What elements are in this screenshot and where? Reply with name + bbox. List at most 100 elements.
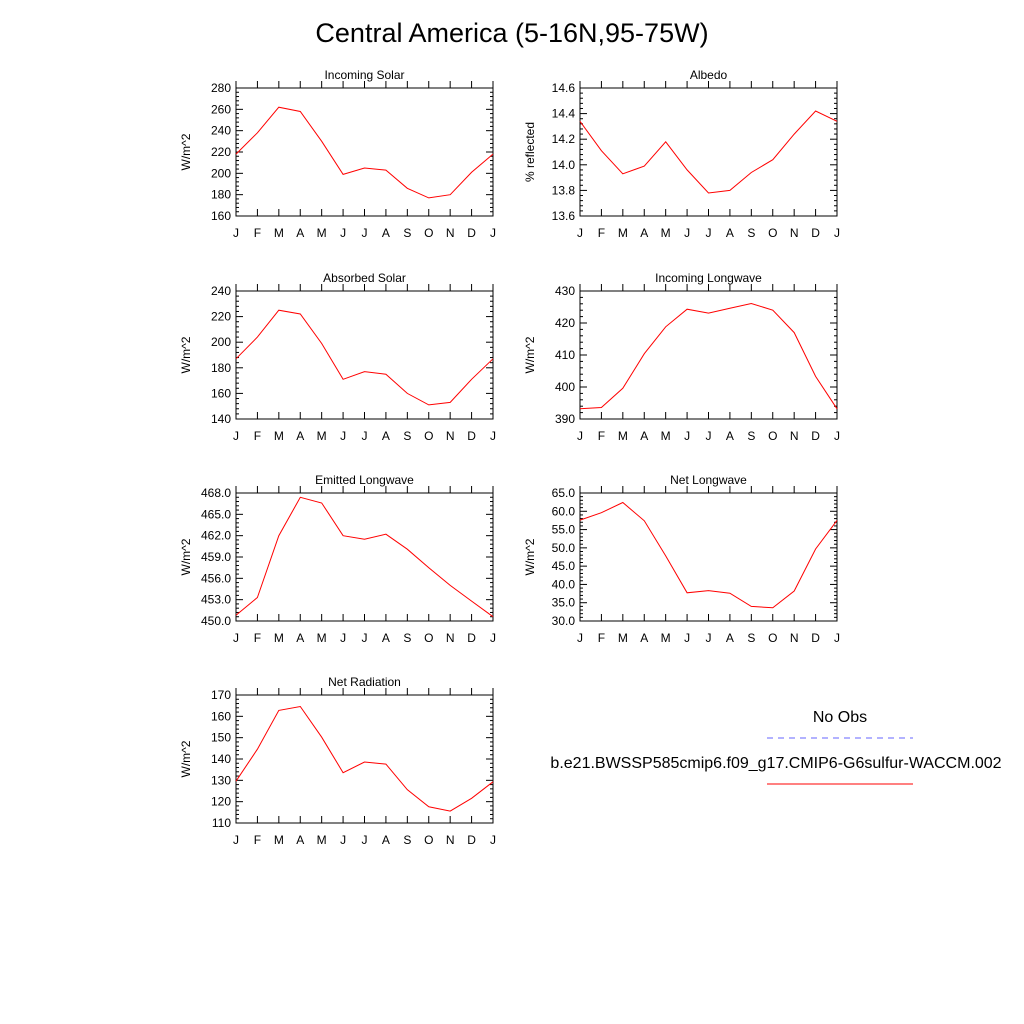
x-tick-label: F: [598, 631, 605, 645]
y-axis-label: W/m^2: [523, 336, 537, 373]
x-tick-label: M: [618, 429, 628, 443]
x-tick-label: F: [598, 429, 605, 443]
y-tick-label: 170: [211, 688, 231, 702]
x-tick-label: F: [254, 631, 261, 645]
y-tick-label: 160: [211, 209, 231, 223]
plot-frame: [579, 87, 838, 217]
x-tick-label: O: [424, 833, 433, 847]
y-tick-label: 35.0: [552, 596, 576, 610]
x-tick-label: N: [446, 429, 455, 443]
y-tick-label: 200: [211, 335, 231, 349]
x-tick-label: F: [254, 226, 261, 240]
x-tick-label: A: [296, 226, 304, 240]
y-tick-label: 430: [555, 284, 575, 298]
x-tick-label: M: [274, 833, 284, 847]
x-tick-label: J: [706, 631, 712, 645]
x-tick-label: O: [768, 429, 777, 443]
y-tick-label: 130: [211, 773, 231, 787]
x-tick-label: J: [490, 833, 496, 847]
x-tick-label: J: [706, 226, 712, 240]
x-tick-label: J: [362, 429, 368, 443]
x-tick-label: J: [490, 429, 496, 443]
x-tick-label: D: [467, 226, 476, 240]
x-tick-label: D: [811, 226, 820, 240]
x-tick-label: M: [618, 631, 628, 645]
y-tick-label: 30.0: [552, 614, 576, 628]
y-tick-label: 260: [211, 102, 231, 116]
x-tick-label: N: [790, 631, 799, 645]
plot-frame: [579, 290, 838, 420]
x-tick-label: S: [747, 226, 755, 240]
y-tick-label: 140: [211, 412, 231, 426]
x-tick-label: O: [424, 226, 433, 240]
y-tick-label: 180: [211, 361, 231, 375]
legend-model-label: b.e21.BWSSP585cmip6.f09_g17.CMIP6-G6sulf…: [550, 755, 1001, 772]
x-tick-label: F: [254, 833, 261, 847]
panel-incoming-solar: Incoming Solar W/m^2 160 180 200 220 240 260 280…: [179, 68, 496, 240]
x-tick-label: J: [577, 226, 583, 240]
series-line: [235, 106, 494, 199]
x-tick-label: N: [446, 226, 455, 240]
x-tick-label: M: [317, 226, 327, 240]
x-tick-label: D: [467, 631, 476, 645]
y-tick-label: 468.0: [201, 486, 231, 500]
y-tick-label: 410: [555, 348, 575, 362]
x-tick-label: A: [640, 429, 648, 443]
x-tick-label: D: [811, 429, 820, 443]
x-tick-label: J: [684, 429, 690, 443]
x-tick-label: J: [834, 429, 840, 443]
x-tick-label: A: [640, 226, 648, 240]
y-tick-label: 280: [211, 81, 231, 95]
x-tick-label: J: [233, 631, 239, 645]
x-tick-label: N: [446, 631, 455, 645]
y-axis-label: % reflected: [523, 122, 537, 182]
x-tick-label: M: [317, 429, 327, 443]
x-tick-label: S: [403, 631, 411, 645]
x-tick-label: A: [640, 631, 648, 645]
series-line: [235, 496, 494, 618]
y-tick-label: 160: [211, 709, 231, 723]
y-tick-label: 465.0: [201, 507, 231, 521]
plot-frame: [579, 492, 838, 622]
x-tick-label: O: [768, 631, 777, 645]
x-tick-label: M: [274, 429, 284, 443]
x-tick-label: O: [424, 631, 433, 645]
y-tick-label: 160: [211, 386, 231, 400]
legend-obs-label: No Obs: [813, 709, 867, 726]
y-tick-label: 13.8: [552, 183, 576, 197]
x-tick-label: D: [811, 631, 820, 645]
x-tick-label: M: [618, 226, 628, 240]
x-tick-label: J: [362, 833, 368, 847]
plot-frame: [235, 694, 494, 824]
y-tick-label: 220: [211, 145, 231, 159]
panel-net-longwave: Net Longwave W/m^2 30.0 35.0 40.0 45.0 50.0 55.…: [523, 473, 840, 645]
y-tick-label: 13.6: [552, 209, 576, 223]
x-tick-label: M: [661, 226, 671, 240]
y-axis-label: W/m^2: [179, 133, 193, 170]
x-tick-label: N: [446, 833, 455, 847]
x-tick-label: J: [577, 631, 583, 645]
y-tick-label: 453.0: [201, 593, 231, 607]
plot-frame: [235, 87, 494, 217]
y-tick-label: 65.0: [552, 486, 576, 500]
x-tick-label: A: [382, 833, 390, 847]
x-tick-label: S: [403, 429, 411, 443]
x-tick-label: O: [424, 429, 433, 443]
plot-frame: [235, 290, 494, 420]
x-tick-label: F: [598, 226, 605, 240]
x-tick-label: A: [726, 631, 734, 645]
x-tick-label: J: [233, 833, 239, 847]
y-tick-label: 110: [212, 816, 231, 830]
x-tick-label: F: [254, 429, 261, 443]
x-tick-label: M: [317, 631, 327, 645]
panel-emitted-longwave: Emitted Longwave W/m^2 450.0 453.0 456.0 459.…: [179, 473, 496, 645]
panel-title: Net Longwave: [670, 473, 747, 487]
x-tick-label: J: [706, 429, 712, 443]
series-line: [235, 309, 494, 406]
x-tick-label: A: [296, 429, 304, 443]
x-tick-label: M: [661, 631, 671, 645]
series-line: [235, 705, 494, 812]
x-tick-label: N: [790, 429, 799, 443]
x-tick-label: A: [382, 631, 390, 645]
